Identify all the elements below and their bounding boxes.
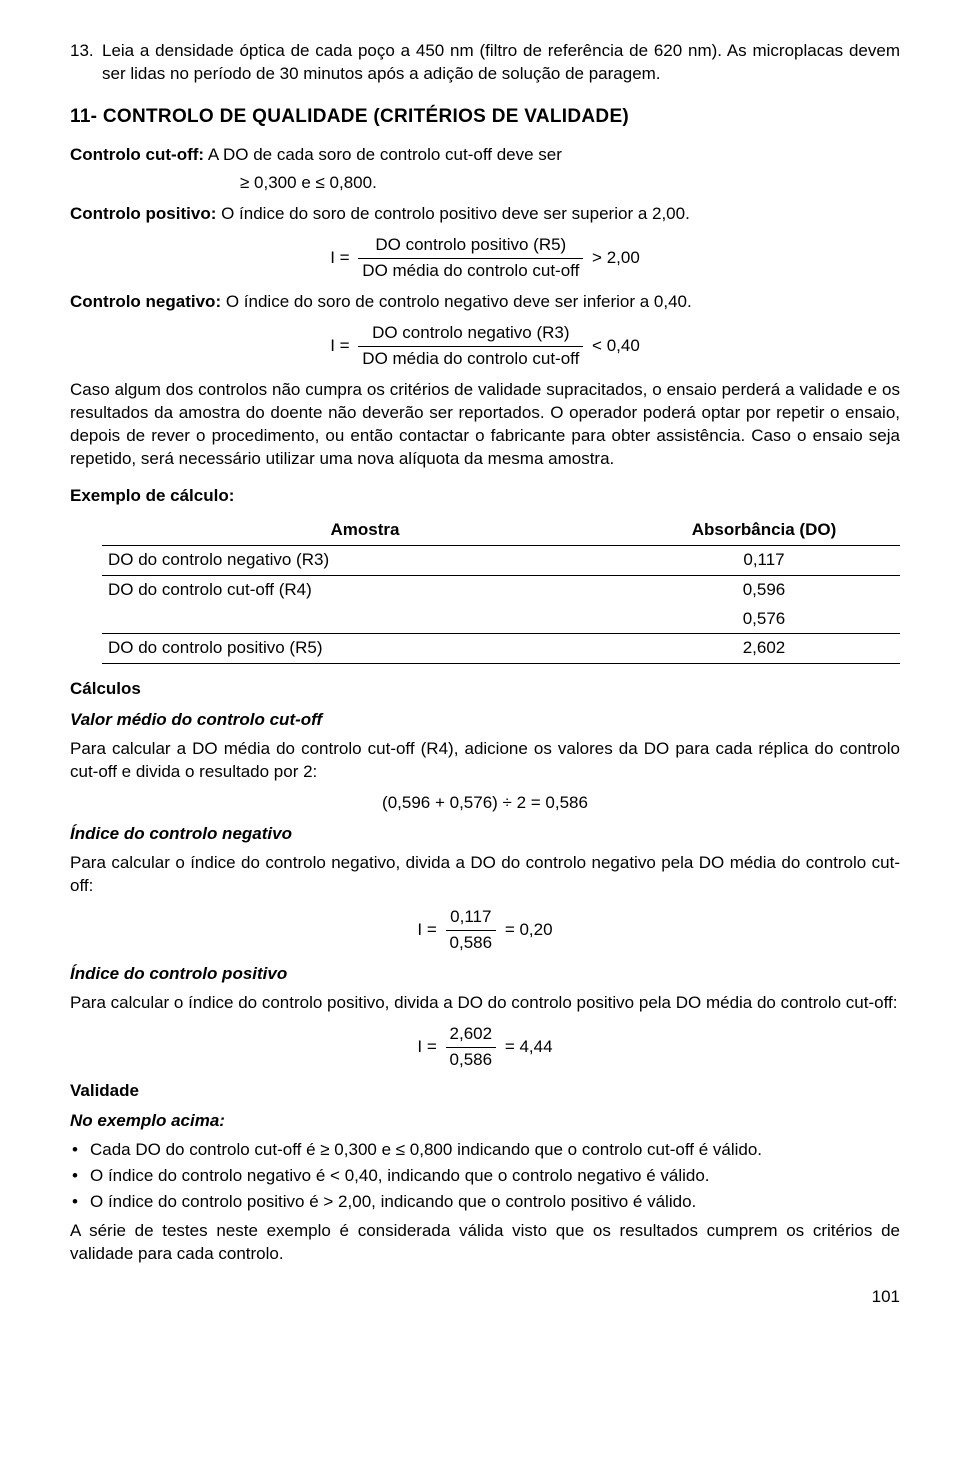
section-heading-11: 11- CONTROLO DE QUALIDADE (CRITÉRIOS DE … [70,104,900,130]
caso-paragraph: Caso algum dos controlos não cumpra os c… [70,379,900,471]
positive-label: Controlo positivo: [70,204,216,223]
negative-text: O índice do soro de controlo negativo de… [221,292,692,311]
negative-label: Controlo negativo: [70,292,221,311]
table-row: DO do controlo cut-off (R4) 0,596 [102,575,900,604]
mean-cutoff-title: Valor médio do controlo cut-off [70,709,900,732]
fraction-numerator: 0,117 [446,906,497,931]
validity-bullets: Cada DO do controlo cut-off é ≥ 0,300 e … [70,1139,900,1214]
pos-index-formula: I = 2,602 0,586 = 4,44 [70,1023,900,1072]
list-number: 13. [70,40,102,86]
table-col-absorbance: Absorbância (DO) [628,516,900,545]
list-text: Leia a densidade óptica de cada poço a 4… [102,40,900,86]
exemplo-heading: Exemplo de cálculo: [70,485,900,508]
bullet-item: Cada DO do controlo cut-off é ≥ 0,300 e … [70,1139,900,1162]
formula-result: = 4,44 [505,1037,553,1056]
bullet-item: O índice do controlo positivo é > 2,00, … [70,1191,900,1214]
pos-index-text: Para calcular o índice do controlo posit… [70,992,900,1015]
fraction-numerator: DO controlo negativo (R3) [358,322,583,347]
neg-index-formula: I = 0,117 0,586 = 0,20 [70,906,900,955]
table-cell-sample: DO do controlo negativo (R3) [102,545,628,575]
table-cell-sample: DO do controlo positivo (R5) [102,634,628,664]
calculos-heading: Cálculos [70,678,900,701]
neg-index-title: Índice do controlo negativo [70,823,900,846]
table-col-sample: Amostra [102,516,628,545]
cutoff-text: A DO de cada soro de controlo cut-off de… [204,145,562,164]
neg-index-text: Para calcular o índice do controlo negat… [70,852,900,898]
table-cell-value: 0,117 [628,545,900,575]
mean-cutoff-text: Para calcular a DO média do controlo cut… [70,738,900,784]
formula-result: = 0,20 [505,920,553,939]
table-cell-sample [102,605,628,634]
fraction: DO controlo positivo (R5) DO média do co… [358,234,583,283]
bullet-item: O índice do controlo negativo é < 0,40, … [70,1165,900,1188]
formula-condition: < 0,40 [592,336,640,355]
positive-formula: I = DO controlo positivo (R5) DO média d… [70,234,900,283]
table-cell-value: 2,602 [628,634,900,664]
negative-para: Controlo negativo: O índice do soro de c… [70,291,900,314]
eq-symbol: I = [417,920,436,939]
fraction-denominator: 0,586 [446,1048,497,1072]
table-cell-value: 0,576 [628,605,900,634]
cutoff-para: Controlo cut-off: A DO de cada soro de c… [70,144,900,167]
table-header-row: Amostra Absorbância (DO) [102,516,900,545]
fraction: 2,602 0,586 [446,1023,497,1072]
validade-heading: Validade [70,1080,900,1103]
fraction-numerator: 2,602 [446,1023,497,1048]
fraction: 0,117 0,586 [446,906,497,955]
table-cell-sample: DO do controlo cut-off (R4) [102,575,628,604]
mean-cutoff-formula: (0,596 + 0,576) ÷ 2 = 0,586 [70,792,900,815]
fraction-numerator: DO controlo positivo (R5) [358,234,583,259]
positive-para: Controlo positivo: O índice do soro de c… [70,203,900,226]
negative-formula: I = DO controlo negativo (R3) DO média d… [70,322,900,371]
table-cell-value: 0,596 [628,575,900,604]
table-row: DO do controlo negativo (R3) 0,117 [102,545,900,575]
eq-symbol: I = [417,1037,436,1056]
example-table: Amostra Absorbância (DO) DO do controlo … [102,516,900,665]
example-table-wrapper: Amostra Absorbância (DO) DO do controlo … [102,516,900,665]
no-exemplo-heading: No exemplo acima: [70,1110,900,1133]
fraction-denominator: DO média do controlo cut-off [358,259,583,283]
cutoff-condition: ≥ 0,300 e ≤ 0,800. [70,172,900,195]
table-row: DO do controlo positivo (R5) 2,602 [102,634,900,664]
cutoff-label: Controlo cut-off: [70,145,204,164]
fraction-denominator: 0,586 [446,931,497,955]
eq-symbol: I = [330,336,349,355]
page-number: 101 [70,1286,900,1309]
formula-condition: > 2,00 [592,248,640,267]
series-paragraph: A série de testes neste exemplo é consid… [70,1220,900,1266]
document-page: 13. Leia a densidade óptica de cada poço… [0,0,960,1349]
pos-index-title: Índice do controlo positivo [70,963,900,986]
list-item-13: 13. Leia a densidade óptica de cada poço… [70,40,900,86]
positive-text: O índice do soro de controlo positivo de… [216,204,689,223]
fraction: DO controlo negativo (R3) DO média do co… [358,322,583,371]
table-row: 0,576 [102,605,900,634]
eq-symbol: I = [330,248,349,267]
fraction-denominator: DO média do controlo cut-off [358,347,583,371]
